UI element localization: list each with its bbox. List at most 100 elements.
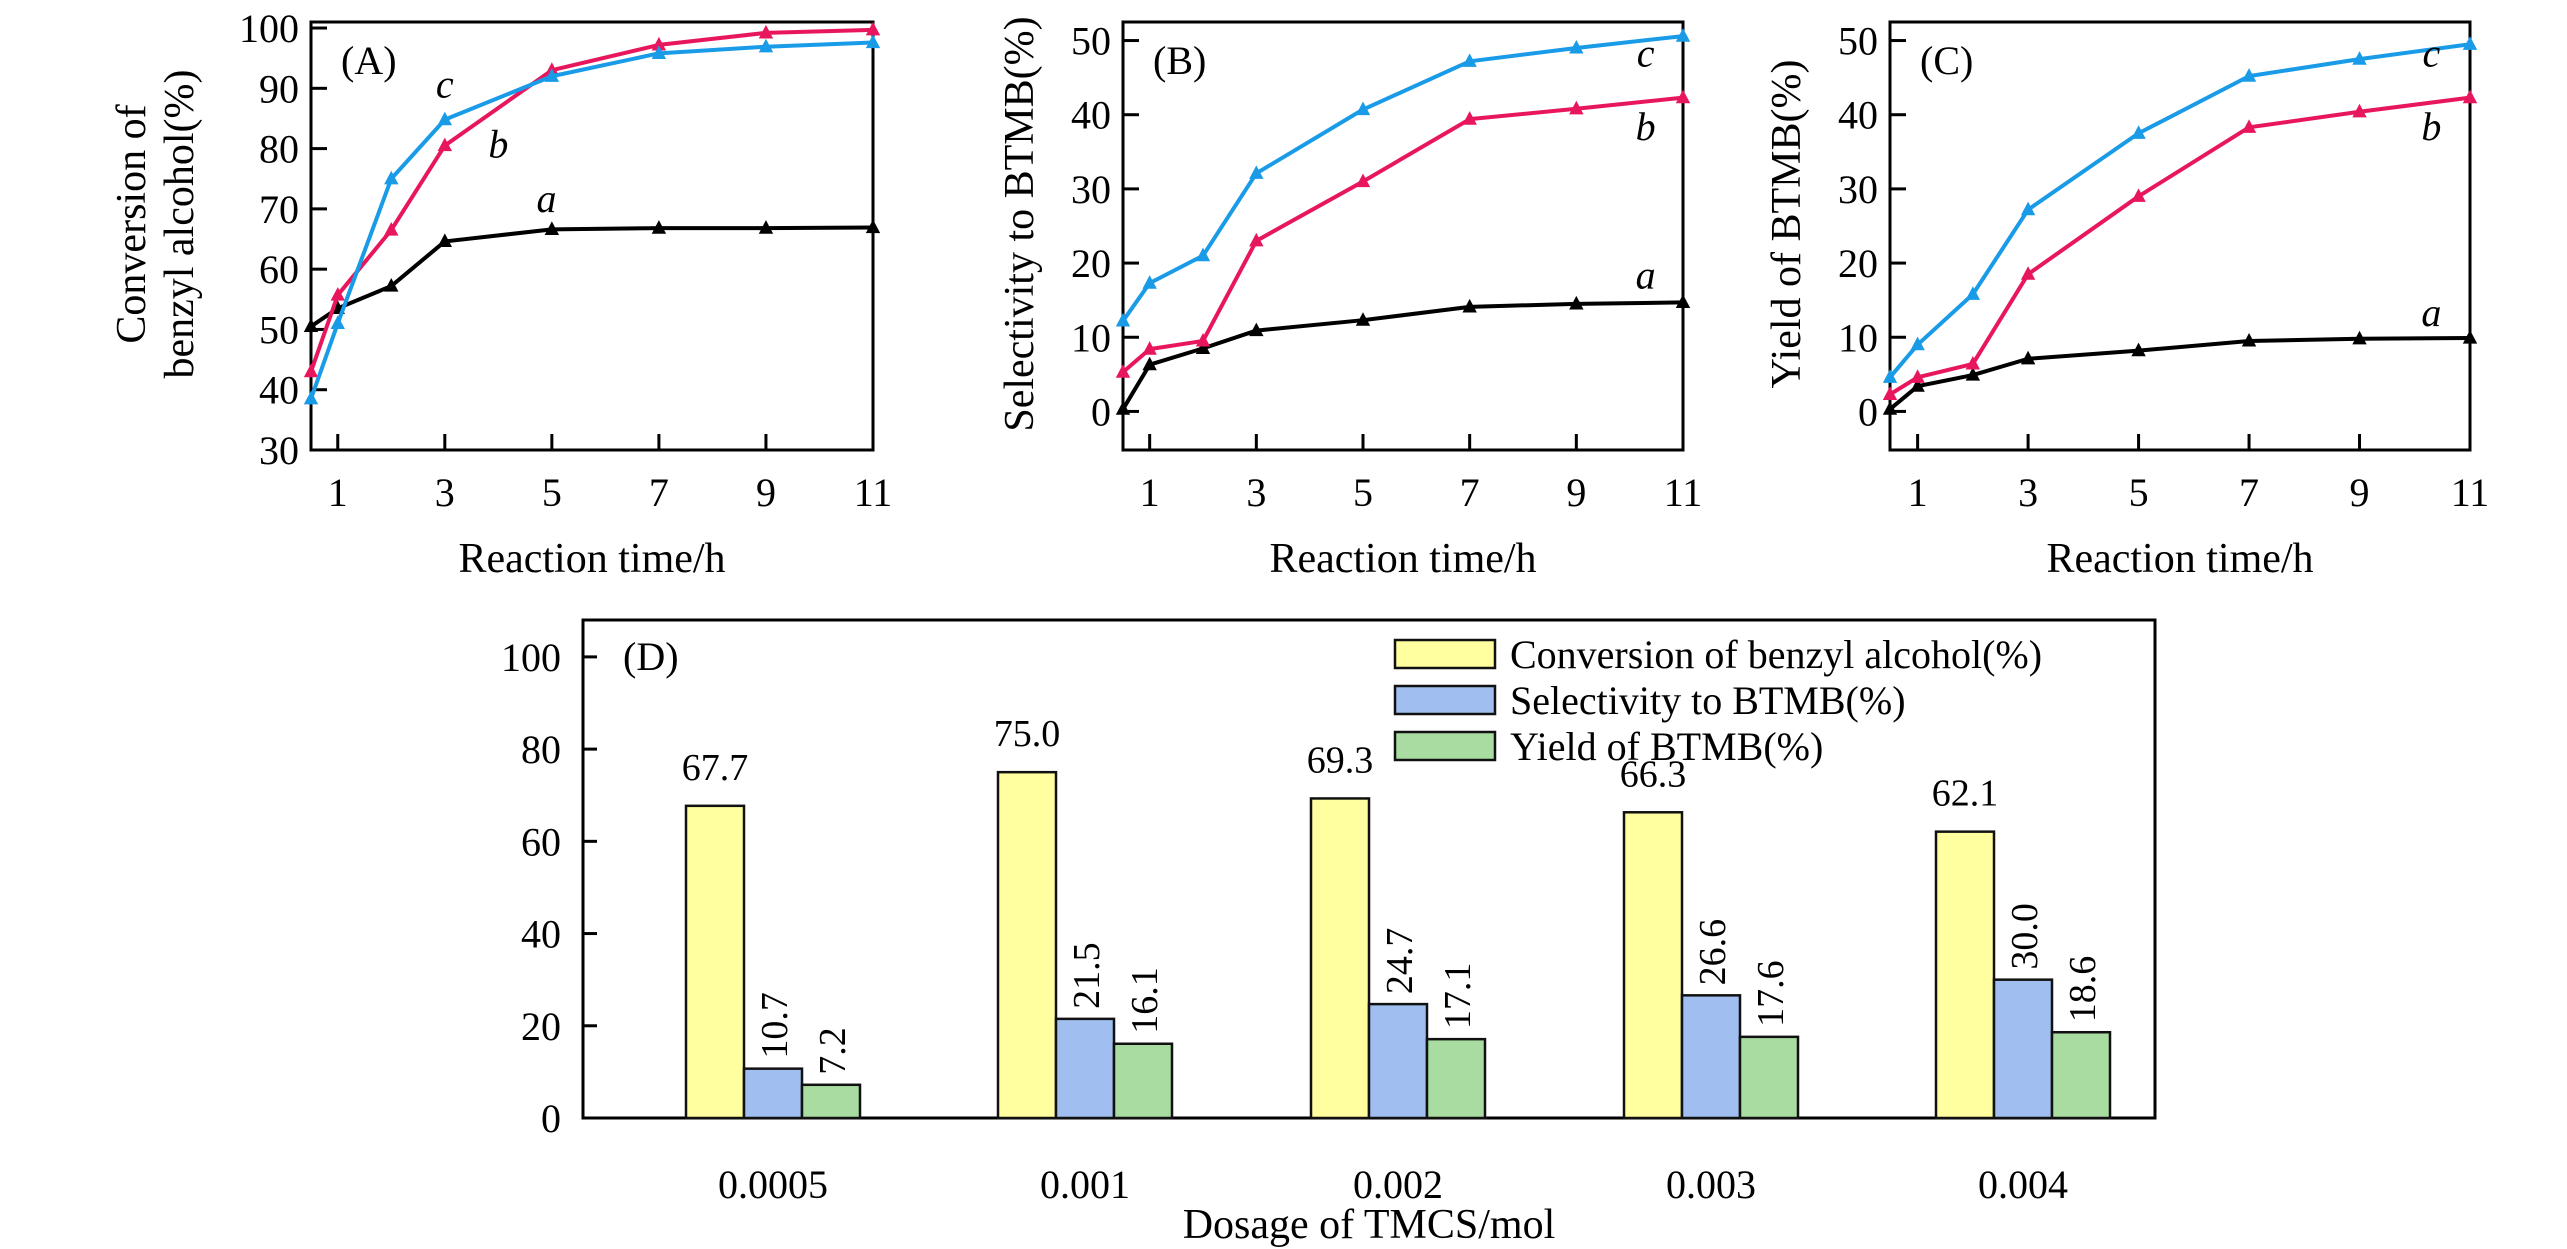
x-tick-label: 0.002 — [1353, 1162, 1443, 1207]
data-point — [1249, 322, 1264, 337]
data-point — [651, 220, 667, 234]
data-point — [1142, 341, 1157, 355]
data-point — [544, 68, 560, 82]
data-point — [2352, 330, 2367, 345]
curve-label-a: a — [2421, 290, 2441, 335]
y-axis-title: benzyl alcohol(%) — [157, 69, 203, 378]
data-label: 66.3 — [1620, 753, 1687, 795]
data-point — [2020, 350, 2036, 365]
series-c — [1115, 28, 1691, 327]
data-point — [1965, 355, 1981, 370]
bar — [996, 770, 1058, 1120]
data-point — [1910, 378, 1925, 392]
data-point — [1675, 28, 1691, 42]
data-point — [2020, 201, 2036, 216]
x-tick-label: 0.003 — [1666, 1162, 1756, 1207]
y-axis-title: Yield of BTMB(%) — [1764, 60, 1810, 389]
data-point — [1569, 100, 1584, 115]
x-tick-label: 1 — [1140, 470, 1160, 515]
series-c — [303, 34, 881, 405]
x-tick-label: 1 — [1908, 470, 1928, 515]
bar — [800, 1083, 862, 1120]
legend-swatch — [1393, 638, 1497, 670]
data-label: 67.7 — [682, 747, 749, 789]
panel-label: (B) — [1153, 38, 1206, 83]
data-point — [2352, 103, 2367, 118]
series-line-c — [1121, 34, 1684, 323]
x-tick-label: 9 — [1566, 470, 1586, 515]
panel-1: 0 10 20 30 40 50 1 3 5 7 9 11 Reaction time/h Selecti… — [997, 16, 1702, 582]
data-point — [1882, 386, 1898, 400]
y-tick-label: 60 — [521, 819, 561, 864]
x-axis-title: Reaction time/h — [2046, 536, 2313, 582]
bar — [1054, 1017, 1116, 1120]
data-point — [544, 221, 560, 235]
data-point — [865, 34, 881, 49]
legend-label: Yield of BTMB(%) — [1510, 724, 1823, 769]
data-point — [1115, 401, 1131, 415]
x-tick-label: 11 — [1664, 470, 1703, 515]
panel-0: 30 40 50 60 70 80 90 100 1 3 5 7 9 11 Reaction time/h C… — [109, 6, 892, 582]
data-point — [1882, 369, 1898, 383]
x-tick-label: 3 — [1246, 470, 1266, 515]
data-point — [758, 38, 774, 53]
y-tick-label: 80 — [521, 727, 561, 772]
data-label: 62.1 — [1932, 773, 1999, 815]
series-line-a — [1888, 335, 2471, 411]
x-tick-label: 1 — [328, 470, 348, 515]
series-line-a — [309, 225, 874, 329]
bar — [1425, 1037, 1487, 1120]
x-tick-label: 0.004 — [1978, 1162, 2068, 1207]
series-c — [1882, 36, 2478, 383]
y-tick-label: 40 — [521, 912, 561, 957]
x-axis-title: Dosage of TMCS/mol — [1183, 1202, 1556, 1248]
data-point — [1910, 336, 1925, 351]
x-axis-title: Reaction time/h — [458, 536, 725, 582]
series-line-a — [1121, 300, 1684, 411]
y-tick-label: 50 — [1071, 19, 1111, 64]
data-label: 69.3 — [1307, 739, 1374, 781]
legend: Conversion of benzyl alcohol(%)Selectivi… — [1393, 632, 2042, 769]
series-a — [303, 219, 881, 333]
x-tick-label: 3 — [2018, 470, 2038, 515]
data-point — [2020, 266, 2036, 280]
y-tick-label: 0 — [1091, 389, 1111, 434]
curve-label-c: c — [436, 61, 454, 106]
data-label: 7.2 — [812, 1027, 854, 1075]
y-tick-label: 100 — [501, 635, 561, 680]
legend-swatch — [1393, 684, 1497, 716]
bar — [1992, 978, 2054, 1120]
data-point — [1675, 294, 1691, 308]
y-tick-label: 0 — [1858, 389, 1878, 434]
series-line-c — [1888, 42, 2471, 379]
x-tick-label: 5 — [1353, 470, 1373, 515]
data-point — [651, 36, 667, 51]
bar — [2050, 1030, 2112, 1120]
y-tick-label: 0 — [541, 1096, 561, 1141]
data-point — [1249, 165, 1264, 179]
bar — [1112, 1042, 1174, 1120]
panel-label: (C) — [1920, 38, 1973, 83]
data-point — [1115, 364, 1131, 378]
data-point — [1115, 312, 1131, 327]
x-tick-label: 9 — [2350, 470, 2370, 515]
legend-label: Conversion of benzyl alcohol(%) — [1510, 632, 2042, 677]
data-point — [1965, 367, 1981, 381]
curve-label-c: c — [2422, 31, 2440, 76]
data-label: 16.1 — [1124, 967, 1166, 1034]
x-tick-label: 5 — [2129, 470, 2149, 515]
series-line-c — [309, 40, 874, 400]
curve-label-c: c — [1637, 31, 1655, 76]
data-point — [1195, 340, 1211, 354]
curve-label-b: b — [1636, 104, 1656, 149]
data-point — [303, 318, 319, 333]
bar — [684, 804, 746, 1120]
data-point — [1675, 89, 1691, 104]
x-tick-label: 9 — [756, 470, 776, 515]
curve-label-a: a — [1636, 252, 1656, 297]
y-tick-label: 20 — [521, 1004, 561, 1049]
data-point — [2462, 89, 2478, 104]
y-tick-label: 10 — [1071, 315, 1111, 360]
data-point — [2241, 68, 2257, 82]
series-line-b — [309, 27, 874, 373]
